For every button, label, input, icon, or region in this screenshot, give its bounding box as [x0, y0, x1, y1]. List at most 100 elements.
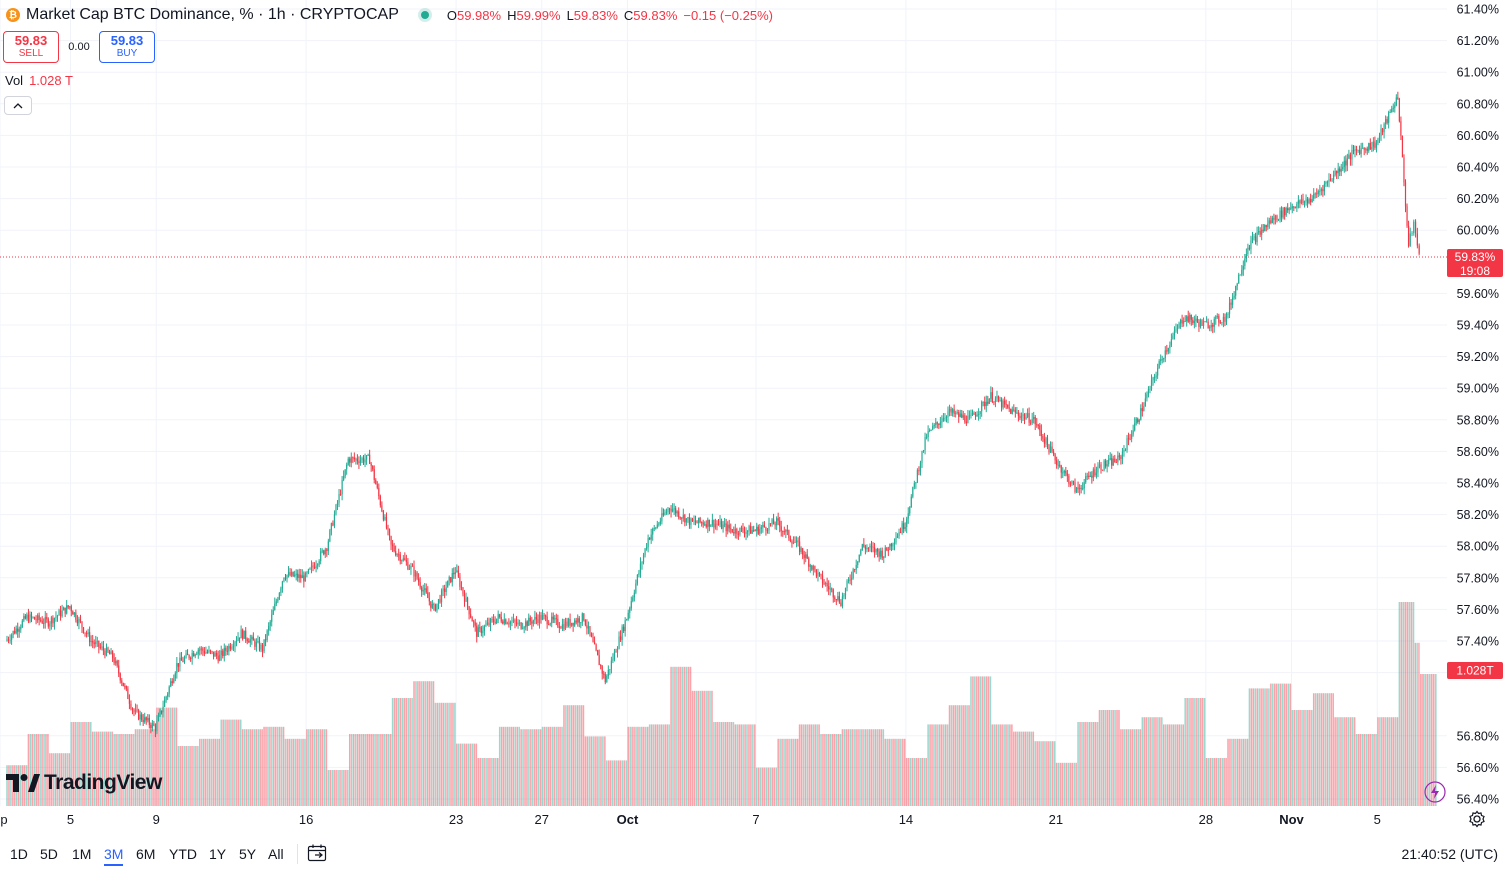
sell-button[interactable]: 59.83 SELL	[3, 31, 59, 63]
candle-body	[1127, 438, 1130, 439]
volume-bar	[247, 729, 250, 806]
volume-bar	[199, 738, 201, 806]
volume-bar	[310, 729, 312, 806]
volume-bar	[896, 738, 898, 806]
volume-bar	[1248, 688, 1251, 806]
candle-body	[424, 588, 426, 590]
candle-body	[1256, 232, 1258, 243]
price-axis[interactable]: 61.40%61.20%61.00%60.80%60.60%60.40%60.2…	[1457, 3, 1499, 807]
volume-bar	[489, 758, 491, 806]
candle-body	[468, 606, 470, 615]
volume-bar	[117, 734, 119, 806]
volume-bar	[915, 758, 918, 806]
candle-body	[200, 648, 202, 650]
candle-body	[603, 673, 605, 675]
volume-bar	[347, 770, 349, 806]
range-3m[interactable]: 3M	[104, 846, 124, 866]
utc-clock[interactable]: 21:40:52 (UTC)	[1401, 846, 1498, 862]
candle-body	[398, 554, 400, 556]
candle-body	[1388, 112, 1390, 123]
volume-bar	[1032, 731, 1035, 806]
volume-bar	[1155, 717, 1157, 806]
settings-icon[interactable]	[1468, 810, 1486, 833]
volume-bar	[648, 724, 651, 806]
volume-legend[interactable]: Vol 1.028 T	[5, 73, 73, 88]
volume-bar	[261, 729, 263, 806]
price-chart[interactable]: 61.40%61.20%61.00%60.80%60.60%60.40%60.2…	[0, 0, 1508, 836]
symbol-title[interactable]: Market Cap BTC Dominance, % · 1h · CRYPT…	[26, 6, 399, 23]
candle-body	[1210, 325, 1212, 328]
volume-bar	[600, 736, 602, 806]
volume-bar	[1042, 741, 1044, 806]
candle-body	[650, 534, 652, 540]
candle-body	[410, 565, 412, 569]
candle-body	[101, 646, 103, 648]
volume-bar	[452, 702, 454, 806]
candle-body	[1066, 473, 1068, 476]
volume-bar	[894, 738, 896, 806]
volume-bar	[892, 738, 894, 806]
range-1y[interactable]: 1Y	[209, 846, 227, 862]
buy-button[interactable]: 59.83 BUY	[99, 31, 155, 63]
candle-body	[174, 673, 176, 679]
candle-body	[102, 646, 105, 651]
candle-body	[990, 392, 992, 399]
range-6m[interactable]: 6M	[136, 846, 156, 862]
candle-body	[338, 494, 340, 503]
volume-bar	[572, 705, 575, 806]
candle-body	[771, 519, 773, 525]
candle-body	[272, 610, 274, 615]
volume-bar	[290, 738, 293, 806]
candle-body	[203, 650, 205, 654]
candle-body	[318, 561, 320, 565]
candle-body	[358, 461, 360, 464]
volume-bar	[1349, 717, 1352, 806]
volume-bar	[197, 746, 199, 806]
volume-bar	[1088, 722, 1091, 806]
range-1d[interactable]: 1D	[10, 846, 28, 862]
candle-body	[219, 654, 221, 661]
time-axis[interactable]: p 5 9 16 23 27 Oct 7 14 21 28 Nov 5	[0, 812, 1380, 827]
candle-body	[991, 392, 993, 402]
candle-body	[922, 450, 925, 452]
volume-bar	[467, 743, 470, 806]
range-all[interactable]: All	[268, 846, 284, 862]
candle-body	[306, 572, 308, 574]
volume-bar	[724, 722, 727, 806]
volume-bar	[1116, 710, 1118, 806]
candle-body	[457, 570, 459, 577]
candle-body	[800, 548, 802, 553]
candle-body	[1316, 193, 1318, 195]
candle-body	[877, 548, 879, 552]
volume-bar	[43, 734, 45, 806]
candle-body	[369, 454, 371, 464]
goto-date-button[interactable]	[307, 843, 329, 866]
range-1m[interactable]: 1M	[72, 846, 92, 862]
candle-body	[844, 588, 847, 596]
volume-bar	[857, 729, 859, 806]
volume-bar	[1159, 717, 1161, 806]
candle-body	[846, 581, 848, 589]
candle-body	[116, 660, 118, 666]
x-tick-label: 14	[899, 812, 913, 827]
range-5d[interactable]: 5D	[40, 846, 58, 862]
candle-body	[1059, 464, 1061, 466]
candle-body	[964, 415, 966, 422]
candle-body	[1097, 466, 1099, 473]
candle-body	[225, 647, 227, 651]
candle-body	[329, 530, 331, 542]
candle-body	[1368, 143, 1370, 151]
candle-body	[958, 412, 960, 417]
volume-bar	[925, 758, 927, 806]
range-ytd[interactable]: YTD	[169, 846, 197, 862]
candle-body	[701, 522, 703, 523]
candle-body	[82, 627, 85, 633]
lightning-icon[interactable]	[1424, 781, 1446, 808]
x-tick-label: p	[0, 812, 7, 827]
collapse-legend-button[interactable]	[4, 96, 32, 115]
candle-body	[1173, 330, 1176, 336]
tradingview-logo[interactable]: TradingView	[6, 771, 162, 795]
candle-body	[46, 616, 48, 620]
range-5y[interactable]: 5Y	[239, 846, 257, 862]
market-status-icon[interactable]	[420, 11, 429, 19]
